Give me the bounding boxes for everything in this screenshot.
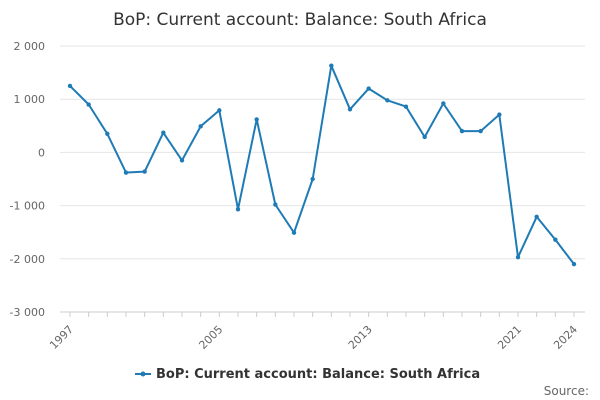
data-point[interactable] — [403, 104, 409, 109]
source-label: Source: — [544, 384, 589, 398]
x-axis-ticks: 1997 2005 2013 2021 2024 — [47, 312, 580, 352]
data-point[interactable] — [534, 214, 539, 219]
data-point[interactable] — [235, 207, 241, 212]
data-point[interactable] — [497, 112, 502, 117]
data-point[interactable] — [459, 128, 465, 134]
data-point[interactable] — [422, 134, 427, 140]
data-point[interactable] — [217, 108, 222, 113]
x-tick-label: 2021 — [495, 323, 524, 352]
y-tick-label: 1 000 — [14, 93, 46, 106]
data-point[interactable] — [273, 202, 278, 207]
legend-label: BoP: Current account: Balance: South Afr… — [156, 367, 480, 382]
data-point[interactable] — [478, 128, 483, 134]
data-point[interactable] — [142, 169, 147, 174]
data-point[interactable] — [441, 101, 446, 106]
series-layer — [67, 63, 577, 267]
x-tick-label: 2005 — [196, 323, 225, 352]
data-point[interactable] — [571, 261, 577, 267]
grid-lines — [60, 45, 585, 260]
legend[interactable]: BoP: Current account: Balance: South Afr… — [135, 367, 480, 382]
y-tick-label: 2 000 — [14, 40, 46, 53]
y-tick-label: -3 000 — [10, 306, 45, 319]
data-point[interactable] — [86, 102, 91, 107]
x-tick-label: 1997 — [47, 323, 76, 352]
data-point[interactable] — [347, 107, 353, 112]
data-point[interactable] — [67, 83, 73, 89]
data-point[interactable] — [161, 130, 166, 135]
x-tick-label: 2013 — [346, 323, 375, 352]
data-point[interactable] — [291, 230, 297, 235]
data-point[interactable] — [105, 131, 110, 136]
data-point[interactable] — [329, 63, 334, 68]
series-line — [69, 64, 575, 265]
chart-title: BoP: Current account: Balance: South Afr… — [113, 10, 487, 30]
y-axis-ticks: -3 000 -2 000 -1 000 0 1 000 2 000 — [10, 40, 45, 319]
data-point[interactable] — [254, 117, 259, 122]
x-tick-label: 2024 — [551, 323, 580, 352]
legend-dot-marker — [140, 371, 146, 377]
y-tick-label: -1 000 — [10, 200, 45, 213]
y-tick-label: 0 — [38, 146, 45, 159]
data-point[interactable] — [515, 255, 521, 260]
data-point[interactable] — [123, 170, 129, 175]
data-point[interactable] — [198, 124, 203, 129]
data-point[interactable] — [385, 98, 390, 103]
data-point[interactable] — [366, 86, 371, 91]
y-tick-label: -2 000 — [10, 253, 45, 266]
data-point[interactable] — [553, 237, 558, 242]
data-point[interactable] — [310, 176, 315, 182]
data-point[interactable] — [179, 158, 185, 163]
